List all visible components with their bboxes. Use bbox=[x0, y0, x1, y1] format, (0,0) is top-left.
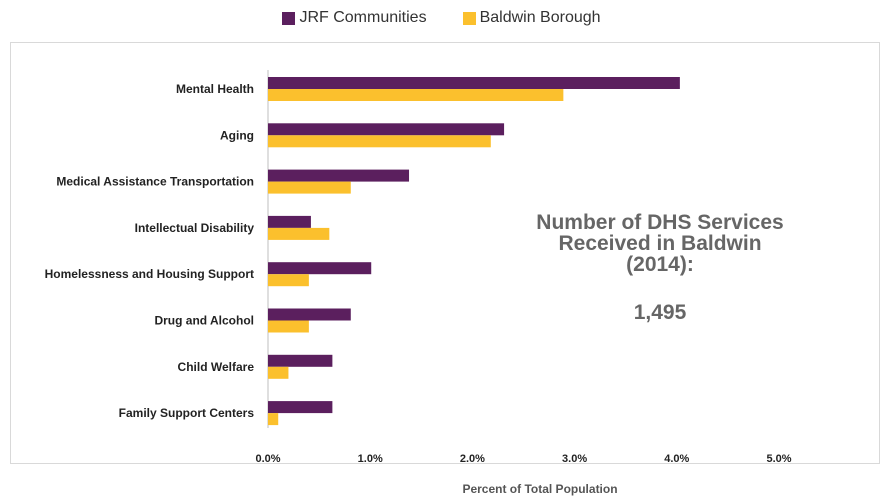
legend-item-baldwin: Baldwin Borough bbox=[462, 9, 601, 27]
bar-baldwin bbox=[268, 320, 309, 333]
bar-baldwin bbox=[268, 274, 309, 287]
legend-swatch-baldwin bbox=[462, 11, 476, 25]
x-tick-label: 3.0% bbox=[562, 453, 587, 465]
bar-baldwin bbox=[268, 227, 330, 240]
dhs-services-callout: Number of DHS Services Received in Baldw… bbox=[490, 212, 830, 325]
bar-jrf bbox=[268, 401, 333, 414]
bar-jrf bbox=[268, 123, 505, 136]
bar-baldwin bbox=[268, 413, 279, 426]
legend-label-baldwin: Baldwin Borough bbox=[479, 9, 601, 26]
legend-item-jrf: JRF Communities bbox=[282, 9, 427, 27]
legend-swatch-jrf bbox=[282, 11, 296, 25]
category-label: Intellectual Disability bbox=[135, 221, 255, 235]
legend-label-jrf: JRF Communities bbox=[299, 9, 427, 26]
x-axis-label: Percent of Total Population bbox=[462, 482, 618, 496]
x-tick-label: 4.0% bbox=[664, 453, 689, 465]
x-tick-label: 0.0% bbox=[255, 453, 280, 465]
callout-value: 1,495 bbox=[633, 301, 687, 324]
plot-frame bbox=[10, 42, 880, 464]
x-tick-label: 1.0% bbox=[358, 453, 383, 465]
bar-baldwin bbox=[268, 135, 491, 148]
bar-jrf bbox=[268, 77, 680, 89]
bar-baldwin bbox=[268, 181, 351, 194]
category-label: Medical Assistance Transportation bbox=[56, 175, 254, 189]
bar-jrf bbox=[268, 308, 351, 321]
callout-heading: Number of DHS Services Received in Baldw… bbox=[536, 211, 784, 276]
bar-jrf bbox=[268, 215, 311, 228]
category-label: Mental Health bbox=[176, 82, 254, 96]
x-tick-label: 5.0% bbox=[766, 453, 791, 465]
category-label: Drug and Alcohol bbox=[154, 314, 254, 328]
bar-jrf bbox=[268, 262, 372, 275]
category-label: Aging bbox=[220, 128, 254, 142]
bar-baldwin bbox=[268, 366, 289, 379]
category-label: Family Support Centers bbox=[119, 406, 255, 420]
bar-jrf bbox=[268, 354, 333, 367]
bar-baldwin bbox=[268, 89, 564, 101]
bar-jrf bbox=[268, 169, 410, 182]
category-label: Child Welfare bbox=[178, 360, 255, 374]
category-label: Homelessness and Housing Support bbox=[45, 267, 254, 281]
legend: JRF Communities Baldwin Borough bbox=[0, 6, 883, 30]
x-tick-label: 2.0% bbox=[460, 453, 485, 465]
